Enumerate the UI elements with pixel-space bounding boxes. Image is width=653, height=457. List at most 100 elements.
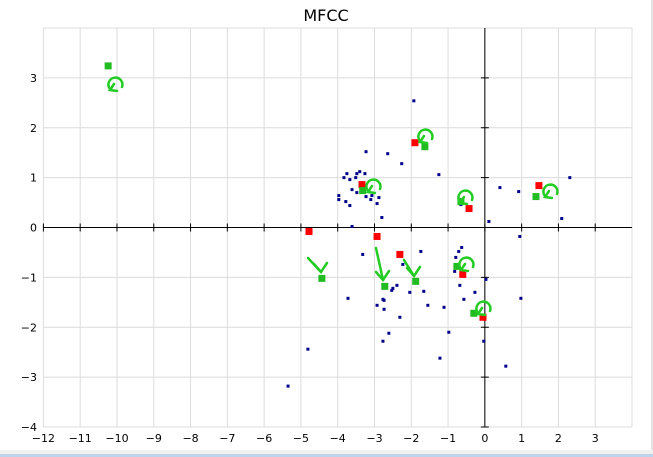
blue-point [458,283,462,287]
y-tick-label: −2 [21,321,37,334]
blue-point [350,188,354,192]
blue-point [363,172,367,176]
y-tick-label: −4 [21,421,37,434]
blue-point [442,305,446,309]
arrow-head [542,189,554,200]
red-point [411,139,419,147]
blue-point [355,172,359,176]
red-point [535,182,543,190]
blue-point [370,194,374,198]
blue-point [345,172,349,176]
blue-point [453,269,457,273]
arrow-head [405,265,422,279]
x-tick-label: 2 [555,432,562,445]
blue-point [381,339,385,343]
blue-point [519,296,523,300]
curl-arrow-annotation [365,178,382,193]
x-tick-label: 3 [592,432,599,445]
blue-point [437,173,441,177]
green-point [318,274,326,282]
blue-point [398,315,402,319]
blue-point [487,220,491,224]
blue-point [350,225,354,229]
blue-point [369,198,373,202]
red-point [305,227,313,235]
blue-point [375,303,379,307]
arrow-head [457,195,469,206]
blue-point [457,249,461,253]
blue-point [380,216,384,220]
blue-point [391,286,395,290]
blue-point [422,289,426,293]
x-tick-label: −2 [403,432,419,445]
blue-point [473,290,477,294]
blue-point [395,283,399,287]
arrow-head [107,82,119,93]
green-point [381,282,389,290]
blue-point [386,152,390,156]
blue-point [337,194,341,198]
green-point [421,143,429,151]
red-point [465,205,473,213]
curl-arrow-annotation [475,300,492,315]
blue-point [447,330,451,334]
x-tick-label: −8 [182,432,198,445]
x-tick-label: −9 [146,432,162,445]
y-tick-label: 2 [30,122,37,135]
y-tick-label: 1 [30,172,37,185]
blue-point [382,307,386,311]
arrow-head [475,306,487,317]
blue-point [361,252,365,256]
red-point [396,250,404,258]
arrow-head [374,269,391,283]
green-point [453,262,461,270]
blue-point [518,234,522,238]
y-tick-label: 0 [30,222,37,235]
arrow-head [417,134,429,145]
red-point [459,270,467,278]
blue-point [401,262,405,266]
blue-point [387,331,391,335]
blue-point [419,249,423,253]
green-point [412,277,420,285]
x-tick-label: −3 [366,432,382,445]
red-point [373,232,381,240]
blue-point [382,298,386,302]
y-tick-label: 3 [30,72,37,85]
curl-arrow-annotation [417,128,434,143]
x-tick-label: −6 [256,432,272,445]
curl-arrow-annotation [107,76,124,91]
blue-point [438,356,442,360]
blue-point [460,245,464,249]
arrow-head [365,184,377,195]
blue-point [498,186,502,190]
blue-point [504,364,508,368]
blue-point [346,296,350,300]
blue-point [364,195,368,199]
x-tick-label: 1 [518,432,525,445]
x-tick-label: 0 [481,432,488,445]
blue-point [364,150,368,154]
x-tick-label: −11 [69,432,92,445]
curl-arrow-annotation [542,183,559,198]
red-point [479,313,487,321]
y-tick-label: −1 [21,271,37,284]
blue-point [344,200,348,204]
x-tick-label: −10 [105,432,128,445]
blue-point [484,277,488,281]
blue-point [348,178,352,182]
x-tick-label: −5 [293,432,309,445]
annotations [107,76,559,317]
blue-point [390,288,394,292]
blue-point [568,176,572,180]
blue-point [408,290,412,294]
x-tick-label: −4 [330,432,346,445]
blue-point [377,196,381,200]
arrow-annotation [374,246,385,282]
tick-labels: −12 −11 −10 −9 −8 −7 −6 −5 −4 −3 −2 −1 0 1 2 3−4−3−2−10… [21,72,599,445]
chart-title: MFCC [303,6,348,25]
blue-point [355,191,359,195]
y-tick-label: −3 [21,371,37,384]
x-tick-label: −1 [440,432,456,445]
